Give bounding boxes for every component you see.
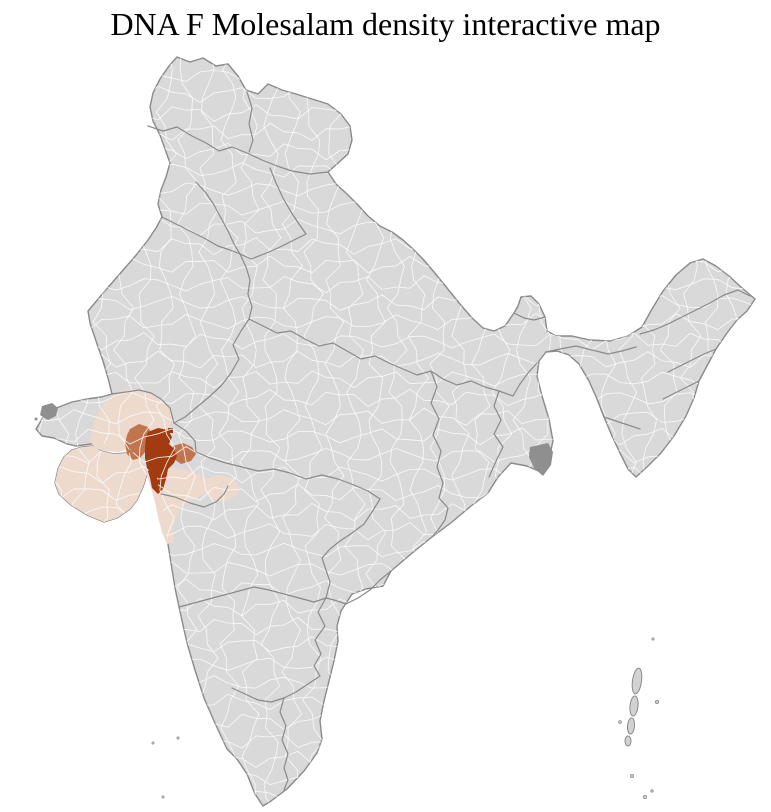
district-medium-east[interactable]: [171, 443, 196, 464]
district-low-madhya-pradesh[interactable]: [203, 475, 240, 501]
dense-area-patches: [34, 403, 553, 476]
kutch-creek-dot: [34, 417, 38, 421]
lakshadweep-islands[interactable]: [151, 736, 180, 799]
district-high-cluster[interactable]: [145, 428, 177, 494]
andaman-nicobar-islands[interactable]: [618, 637, 660, 800]
kutch-creek-patch: [40, 403, 58, 420]
state-borders: [111, 91, 751, 791]
map-title: DNA F Molesalam density interactive map: [110, 6, 661, 42]
density-districts[interactable]: [55, 389, 240, 544]
district-low-saurashtra[interactable]: [55, 446, 147, 522]
sundarbans-patch: [529, 443, 553, 476]
